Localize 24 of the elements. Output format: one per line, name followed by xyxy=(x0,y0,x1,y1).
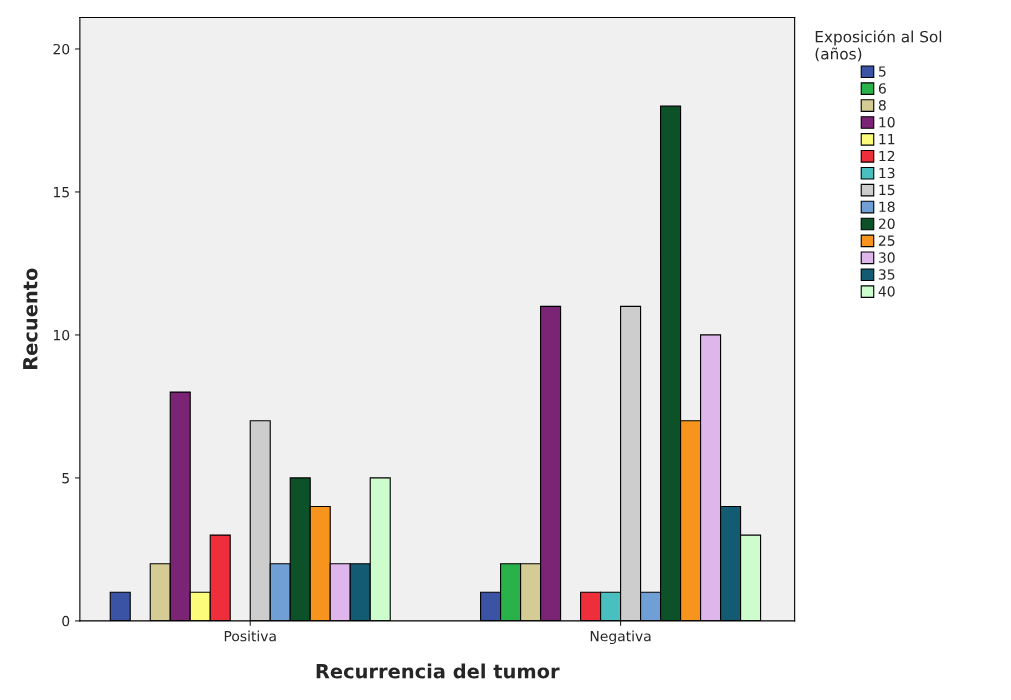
legend-label: 6 xyxy=(878,83,886,94)
legend-label: 30 xyxy=(878,252,895,263)
x-tick-label: Positiva xyxy=(224,630,276,642)
legend-label: 12 xyxy=(879,150,895,162)
legend-label: 13 xyxy=(879,167,895,179)
legend-label: 25 xyxy=(878,235,895,246)
legend-label: 11 xyxy=(879,134,895,145)
y-tick-label: 20 xyxy=(53,43,70,55)
legend-label: 18 xyxy=(879,201,895,213)
y-tick-label: 0 xyxy=(62,615,70,627)
legend-label: 35 xyxy=(878,269,895,280)
legend-label: 20 xyxy=(878,218,895,229)
y-tick-label: 5 xyxy=(62,473,69,484)
legend-label: 40 xyxy=(878,286,895,297)
legend-label: 5 xyxy=(878,66,886,77)
y-axis-title: Recuento xyxy=(23,268,38,370)
y-tick-label: 15 xyxy=(54,187,69,198)
legend-title: Exposición al Sol (años) xyxy=(815,30,942,62)
legend-label: 10 xyxy=(879,116,895,128)
y-tick-label: 10 xyxy=(54,329,70,341)
x-axis-title: Recurrencia del tumor xyxy=(316,663,560,679)
x-tick-label: Negativa xyxy=(590,630,651,645)
legend-label: 15 xyxy=(879,184,895,196)
legend-label: 8 xyxy=(878,100,886,111)
